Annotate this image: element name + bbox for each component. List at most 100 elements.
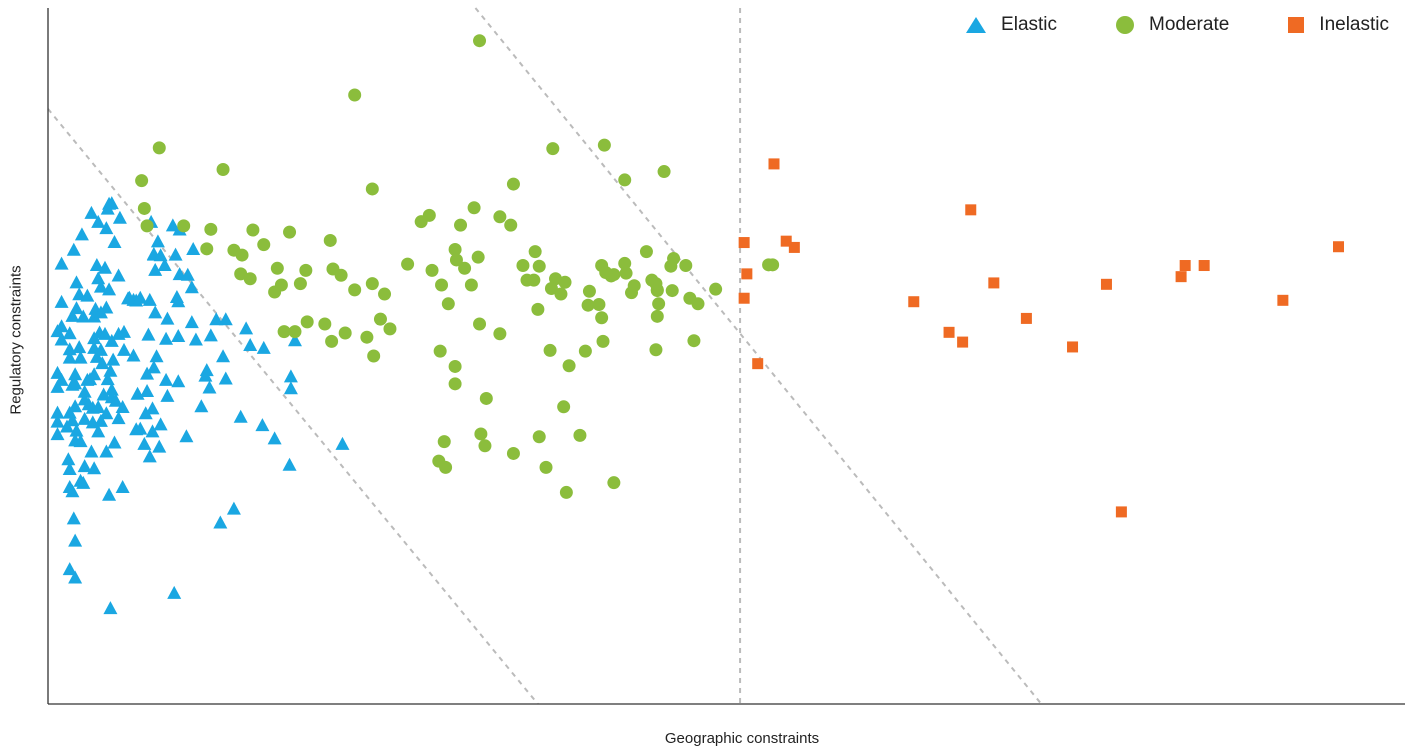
point-moderate [448,377,462,391]
point-moderate [532,430,546,444]
point-elastic [104,382,119,396]
point-moderate [657,165,671,179]
point-moderate [467,201,481,215]
point-moderate [595,311,609,325]
point-elastic [159,372,174,386]
point-moderate [665,284,679,298]
point-elastic [68,367,83,381]
point-inelastic [1115,506,1127,518]
square-marker-icon [1288,17,1305,33]
point-elastic [81,397,96,411]
point-inelastic [738,292,750,304]
legend-swatch-moderate [1116,16,1135,34]
point-inelastic [943,326,955,338]
x-axis-label: Geographic constraints [664,730,820,747]
point-elastic [104,333,119,347]
point-moderate [360,330,374,344]
point-moderate [549,272,563,286]
point-inelastic [908,296,920,308]
point-moderate [334,268,348,282]
point-moderate [504,218,518,232]
point-elastic [66,511,81,525]
point-elastic [146,360,161,374]
point-moderate [378,287,392,301]
point-elastic [179,429,194,443]
point-moderate [599,265,613,279]
point-elastic [243,338,258,352]
point-elastic [106,352,121,366]
point-elastic [233,409,248,423]
point-elastic [99,444,114,458]
point-elastic [77,411,92,425]
point-elastic [152,439,167,453]
point-inelastic [1277,294,1289,306]
point-moderate [449,253,463,267]
point-elastic [141,327,156,341]
point-elastic [122,290,137,304]
legend-item-inelastic: Inelastic [1287,14,1389,36]
point-elastic [62,562,77,576]
point-elastic [91,424,106,438]
point-elastic [171,329,186,343]
point-elastic [69,301,84,315]
point-elastic [112,210,127,224]
point-elastic [54,294,69,308]
point-elastic [153,248,168,262]
point-moderate [582,284,596,298]
point-elastic [157,258,172,272]
point-inelastic [788,241,800,253]
point-elastic [282,457,297,471]
point-inelastic [1179,260,1191,272]
point-elastic [68,399,83,413]
point-elastic [69,423,84,437]
point-elastic [50,414,65,428]
point-elastic [138,406,153,420]
point-moderate [367,349,381,363]
point-moderate [679,259,693,273]
point-moderate [454,218,468,232]
point-elastic [73,350,88,364]
point-elastic [93,279,108,293]
point-elastic [74,227,89,241]
point-moderate [645,273,659,287]
point-moderate [365,277,379,291]
point-moderate [373,312,387,326]
point-elastic [218,371,233,385]
point-moderate [318,317,332,331]
point-elastic [72,287,87,301]
point-elastic [68,376,83,390]
point-moderate [473,34,487,48]
point-elastic [188,332,203,346]
point-elastic [287,333,302,347]
point-elastic [111,268,126,282]
point-elastic [84,205,99,219]
point-elastic [91,271,106,285]
point-moderate [448,359,462,373]
point-moderate [592,297,606,311]
legend-swatch-inelastic [1288,17,1305,33]
point-moderate [516,259,530,273]
point-elastic [126,348,141,362]
point-inelastic [1100,278,1112,290]
point-moderate [383,322,397,336]
point-elastic [203,328,218,342]
point-elastic [96,387,111,401]
point-inelastic [1067,341,1079,353]
point-moderate [493,210,507,224]
point-moderate [531,302,545,316]
point-moderate [506,446,520,460]
point-elastic [61,452,76,466]
point-elastic [73,434,88,448]
point-moderate [448,243,462,257]
point-elastic [130,386,145,400]
point-moderate [596,334,610,348]
point-elastic [202,380,217,394]
point-elastic [111,411,126,425]
point-inelastic [741,268,753,280]
point-elastic [87,309,102,323]
point-elastic [93,342,108,356]
point-elastic [218,312,233,326]
point-elastic [159,331,174,345]
point-moderate [527,273,541,287]
point-elastic [145,401,160,415]
